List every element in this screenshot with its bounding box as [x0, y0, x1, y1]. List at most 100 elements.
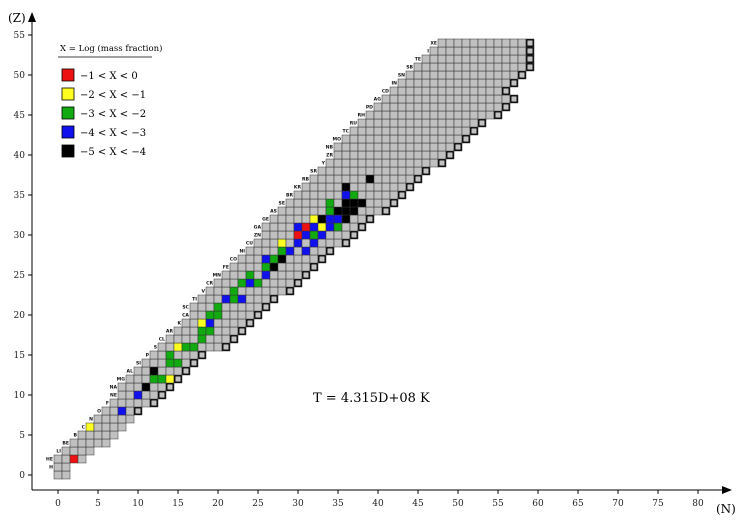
nuclide-cell [413, 142, 423, 152]
nuclide-cell [301, 190, 311, 200]
nuclide-cell [421, 102, 431, 112]
nuclide-cell [389, 150, 399, 160]
nuclide-cell [429, 142, 439, 152]
nuclide-cell [301, 182, 311, 192]
nuclide-cell [173, 366, 183, 376]
legend-entry-label: −1 < X < 0 [80, 71, 138, 82]
nuclide-cell [381, 110, 391, 120]
nuclide-cell [85, 430, 95, 440]
element-label: AG [374, 97, 382, 103]
y-axis-title: (Z) [8, 11, 26, 25]
x-tick-label: 5 [95, 499, 101, 509]
y-tick-label: 5 [19, 431, 25, 441]
nuclide-cell [117, 422, 127, 432]
stable-nuclide-outline [518, 71, 526, 79]
nuclide-cell [229, 278, 239, 288]
nuclide-cell [285, 254, 295, 264]
nuclide-cell [357, 190, 367, 200]
nuclide-cell [365, 182, 375, 192]
nuclide-cell [125, 382, 135, 392]
stable-nuclide-outline [526, 55, 534, 63]
nuclide-cell [117, 414, 127, 424]
nuclide-cell [381, 174, 391, 184]
abundance-cell [357, 198, 367, 208]
element-label: HE [46, 457, 53, 463]
nuclide-cell [197, 294, 207, 304]
nuclide-cell [141, 358, 151, 368]
stable-nuclide-outline [502, 87, 510, 95]
nuclide-cell [397, 142, 407, 152]
nuclide-cell [397, 174, 407, 184]
stable-nuclide-outline [526, 39, 534, 47]
legend-entry-label: −4 < X < −3 [80, 128, 146, 139]
nuclide-cell [285, 214, 295, 224]
nuclide-cell [357, 214, 367, 224]
nuclide-cell [469, 118, 479, 128]
nuclide-cell [389, 174, 399, 184]
nuclide-cell [157, 350, 167, 360]
nuclide-cell [413, 118, 423, 128]
nuclide-cell [325, 158, 335, 168]
element-label: V [201, 289, 205, 295]
nuclide-cell [357, 206, 367, 216]
nuclide-cell [157, 382, 167, 392]
nuclide-cell [397, 118, 407, 128]
element-label: Y [321, 161, 326, 167]
nuclide-cell [125, 398, 135, 408]
nuclide-cell [445, 78, 455, 88]
nuclide-cell [93, 414, 103, 424]
abundance-cell [197, 326, 207, 336]
abundance-cell [309, 230, 319, 240]
nuclide-cell [189, 334, 199, 344]
nuclide-cell [285, 238, 295, 248]
nuclide-cell [373, 198, 383, 208]
abundance-cell [197, 334, 207, 344]
element-label: GE [262, 217, 269, 223]
nuclide-cell [101, 406, 111, 416]
nuclide-cell [373, 206, 383, 216]
abundance-cell [189, 342, 199, 352]
nuclide-cell [421, 54, 431, 64]
nuclide-cell [69, 446, 79, 456]
nuclide-cell [349, 142, 359, 152]
nuclide-cell [461, 102, 471, 112]
y-tick-label: 20 [14, 311, 26, 321]
nuclide-cell [405, 118, 415, 128]
element-label: P [146, 353, 150, 359]
nuclide-cell [373, 118, 383, 128]
nuclide-cell [501, 46, 511, 56]
nuclide-cell [109, 422, 119, 432]
nuclide-cell [237, 286, 247, 296]
nuclide-cell [485, 110, 495, 120]
nuclide-cell [445, 110, 455, 120]
nuclide-cell [437, 118, 447, 128]
nuclide-cell [421, 78, 431, 88]
element-label: B [73, 433, 77, 439]
abundance-cell [213, 310, 223, 320]
abundance-cell [301, 230, 311, 240]
element-label: S [154, 345, 157, 351]
nuclide-cell [213, 286, 223, 296]
nuclide-cell [245, 246, 255, 256]
x-tick-label: 0 [55, 499, 61, 509]
nuclide-cell [253, 254, 263, 264]
nuclide-cell [453, 46, 463, 56]
nuclide-cell [309, 182, 319, 192]
nuclide-cell [477, 110, 487, 120]
nuclide-cell [277, 278, 287, 288]
nuclide-cell [333, 142, 343, 152]
abundance-cell [229, 294, 239, 304]
element-label: MO [333, 137, 342, 143]
nuclide-cell [397, 78, 407, 88]
nuclide-cell [349, 126, 359, 136]
nuclide-cell [165, 334, 175, 344]
y-tick-label: 30 [14, 231, 26, 241]
nuclide-cell [229, 302, 239, 312]
nuclide-cell [477, 54, 487, 64]
abundance-cell [205, 326, 215, 336]
stable-nuclide-outline [358, 223, 366, 231]
nuclide-cell [125, 390, 135, 400]
abundance-cell [117, 406, 127, 416]
nuclide-cell [421, 158, 431, 168]
nuclide-cell [437, 46, 447, 56]
